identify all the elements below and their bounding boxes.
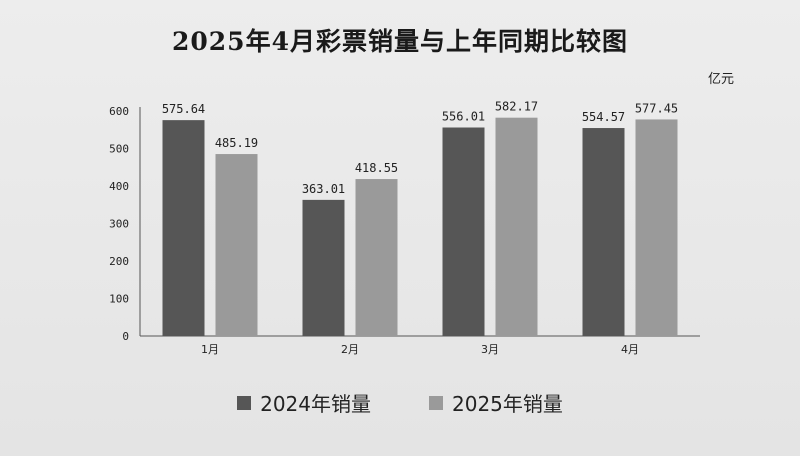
y-tick-label: 500 [109, 143, 129, 156]
y-tick-label: 0 [122, 330, 129, 343]
x-tick-label: 4月 [621, 343, 639, 356]
legend-item-2024: 2024年销量 [237, 388, 371, 417]
y-tick-label: 300 [109, 218, 129, 231]
x-tick-label: 1月 [201, 343, 219, 356]
data-label: 554.57 [582, 110, 625, 124]
bar-2024-1 [162, 120, 205, 336]
data-label: 577.45 [635, 101, 678, 115]
bar-2025-1 [215, 154, 258, 336]
y-tick-label: 200 [109, 255, 129, 268]
chart-title: 2025年4月彩票销量与上年同期比较图 [172, 27, 628, 56]
data-label: 556.01 [442, 109, 485, 123]
legend-label-2024: 2024年销量 [260, 392, 371, 416]
y-tick-label: 400 [109, 180, 129, 193]
bar-2025-3 [495, 117, 538, 336]
bar-2024-4 [582, 128, 625, 336]
legend-swatch-2025 [429, 395, 443, 410]
data-label: 582.17 [495, 100, 538, 114]
bar-2025-2 [355, 179, 398, 336]
legend-swatch-2024 [237, 395, 252, 410]
legend: 2024年销量 2025年销量 [0, 388, 800, 417]
data-label: 575.64 [162, 102, 205, 116]
legend-item-2025: 2025年销量 [429, 388, 563, 417]
legend-label-2025: 2025年销量 [452, 392, 563, 416]
y-tick-label: 100 [109, 293, 129, 306]
data-label: 363.01 [302, 182, 345, 196]
y-tick-label: 600 [109, 105, 129, 118]
x-tick-label: 2月 [341, 343, 359, 356]
x-tick-label: 3月 [481, 343, 499, 356]
bar-2025-4 [635, 119, 678, 336]
data-label: 485.19 [215, 136, 258, 150]
unit-label: 亿元 [708, 72, 735, 87]
bar-2024-2 [302, 199, 345, 336]
data-label: 418.55 [355, 161, 398, 175]
bar-2024-3 [442, 127, 485, 336]
